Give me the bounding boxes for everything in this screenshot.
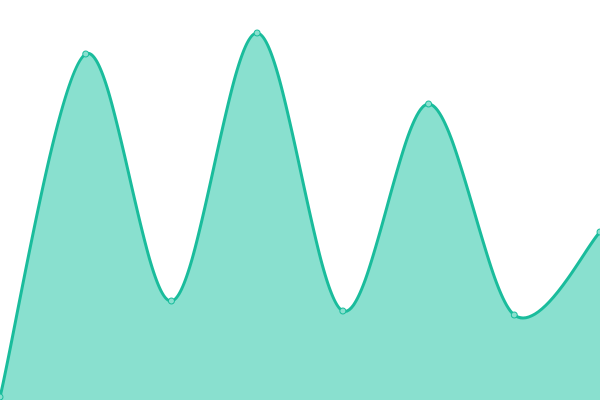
data-point-0 (0, 393, 4, 400)
data-point-4 (339, 307, 347, 315)
data-point-1 (82, 50, 90, 58)
data-point-3 (253, 29, 261, 37)
data-point-5 (425, 100, 433, 108)
data-points (0, 29, 600, 400)
data-point-7 (596, 228, 600, 236)
area-fill (0, 32, 600, 400)
data-point-2 (167, 297, 175, 305)
data-point-6 (510, 311, 518, 319)
